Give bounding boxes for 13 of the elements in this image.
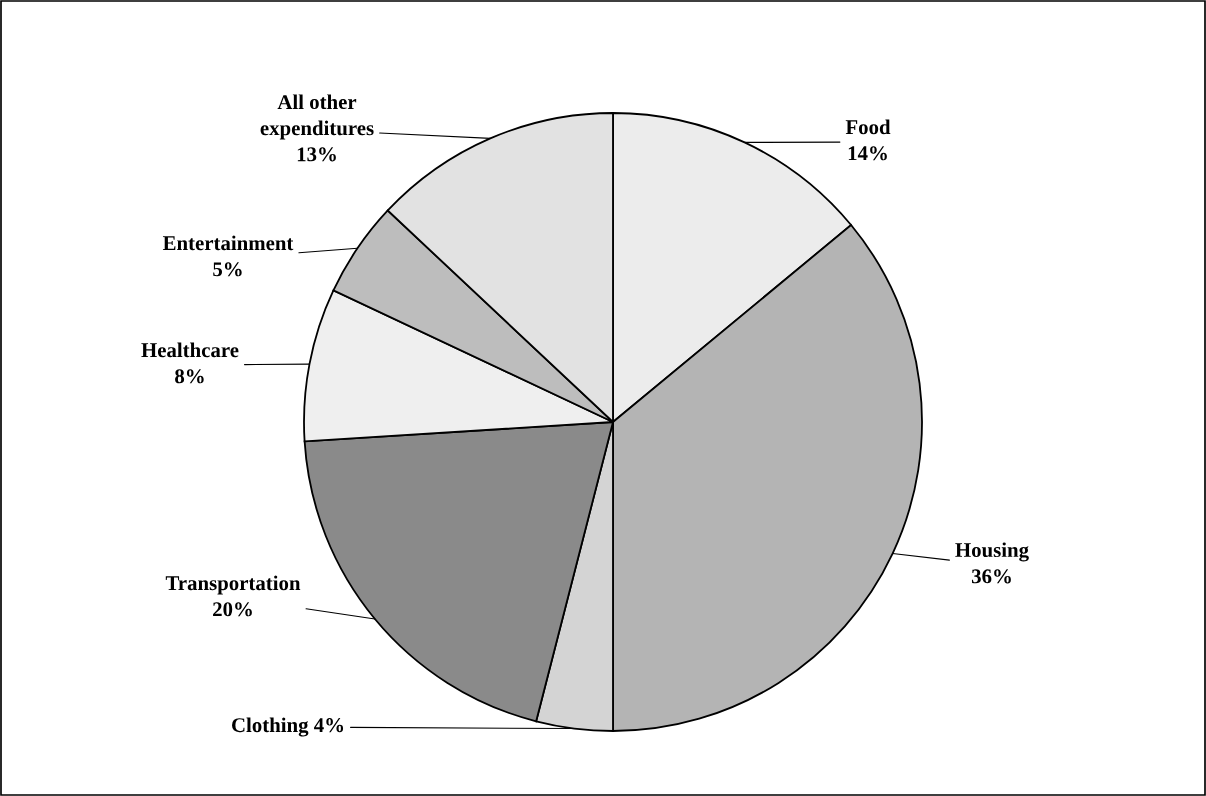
slice-label: Housing bbox=[955, 542, 1029, 562]
data-label: 14% bbox=[848, 146, 887, 161]
slice-label: Entertainment bbox=[162, 235, 294, 251]
data-label: 36% bbox=[971, 569, 1011, 584]
slice-label: Transportation bbox=[165, 575, 301, 595]
slice-label: All other expenditures bbox=[260, 94, 374, 140]
slice-label: Healthcare bbox=[141, 342, 239, 358]
data-label: 13% bbox=[297, 147, 336, 162]
slice-label: Food bbox=[845, 119, 891, 135]
data-label: 5% bbox=[213, 262, 242, 277]
data-label: 8% bbox=[175, 369, 204, 384]
data-label: 20% bbox=[213, 602, 252, 617]
slice-label: Clothing 4% bbox=[232, 717, 344, 737]
